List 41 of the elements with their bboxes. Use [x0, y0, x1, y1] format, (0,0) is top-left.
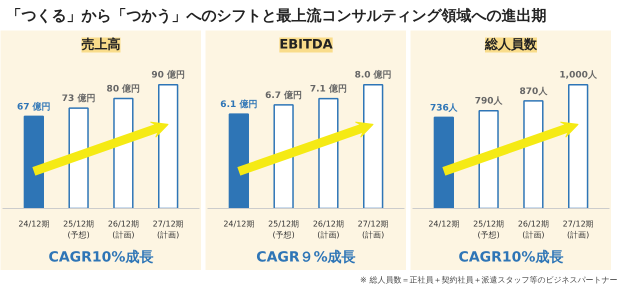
text: CAGR９%成長 — [256, 250, 356, 266]
x-tick-label: 25/12期 (予想) — [268, 220, 300, 240]
chart-title: 売上高 — [82, 36, 120, 52]
x-tick-label: 25/12期 (予想) — [473, 220, 504, 240]
x-tick-label: 25/12期 (予想) — [63, 220, 94, 240]
text: ※ 総人員数＝正社員＋契約社員＋派遣スタッフ等のビジネスパートナー — [360, 276, 618, 284]
x-tick-label: 27/12期 (計画) — [152, 220, 184, 240]
x-tick-label: 26/12期 (計画) — [518, 220, 549, 240]
bar — [228, 113, 249, 208]
data-label: 73 億円 — [62, 93, 96, 104]
x-tick-label: 24/12期 — [223, 220, 254, 228]
bar — [68, 107, 89, 208]
text: CAGR10%成長 — [48, 250, 154, 266]
bar — [273, 104, 294, 208]
data-label: 6.7 億円 — [265, 90, 302, 101]
x-tick-label: 27/12期 (計画) — [562, 220, 594, 240]
data-label: 736人 — [430, 102, 459, 114]
data-label: 6.1 億円 — [220, 99, 258, 110]
data-label: 7.1 億円 — [310, 84, 347, 95]
data-label: 8.0 億円 — [354, 70, 392, 81]
x-tick-label: 26/12期 (計画) — [312, 220, 344, 240]
data-label: 1,000人 — [559, 70, 598, 81]
data-label: 790人 — [474, 96, 504, 107]
text: 「つくる」から「つかう」へのシフトと最上流コンサルティング領域への進出期 — [6, 6, 547, 24]
bar — [24, 116, 44, 208]
x-tick-label: 24/12期 — [428, 220, 460, 228]
chart-title: EBITDA — [279, 38, 333, 52]
bar — [523, 100, 544, 208]
chart-title: 総人員数 — [484, 38, 538, 52]
bar — [113, 98, 134, 208]
data-label: 90 億円 — [151, 70, 185, 81]
bar — [478, 110, 499, 208]
x-tick-label: 26/12期 (計画) — [108, 220, 139, 240]
data-label: 870人 — [519, 86, 548, 97]
data-label: 67 億円 — [17, 101, 51, 112]
bar — [318, 98, 339, 208]
data-label: 80 億円 — [106, 83, 140, 94]
bar — [434, 116, 454, 208]
x-tick-label: 27/12期 (計画) — [358, 220, 389, 240]
text: CAGR10%成長 — [458, 250, 564, 266]
x-tick-label: 24/12期 — [18, 220, 50, 228]
